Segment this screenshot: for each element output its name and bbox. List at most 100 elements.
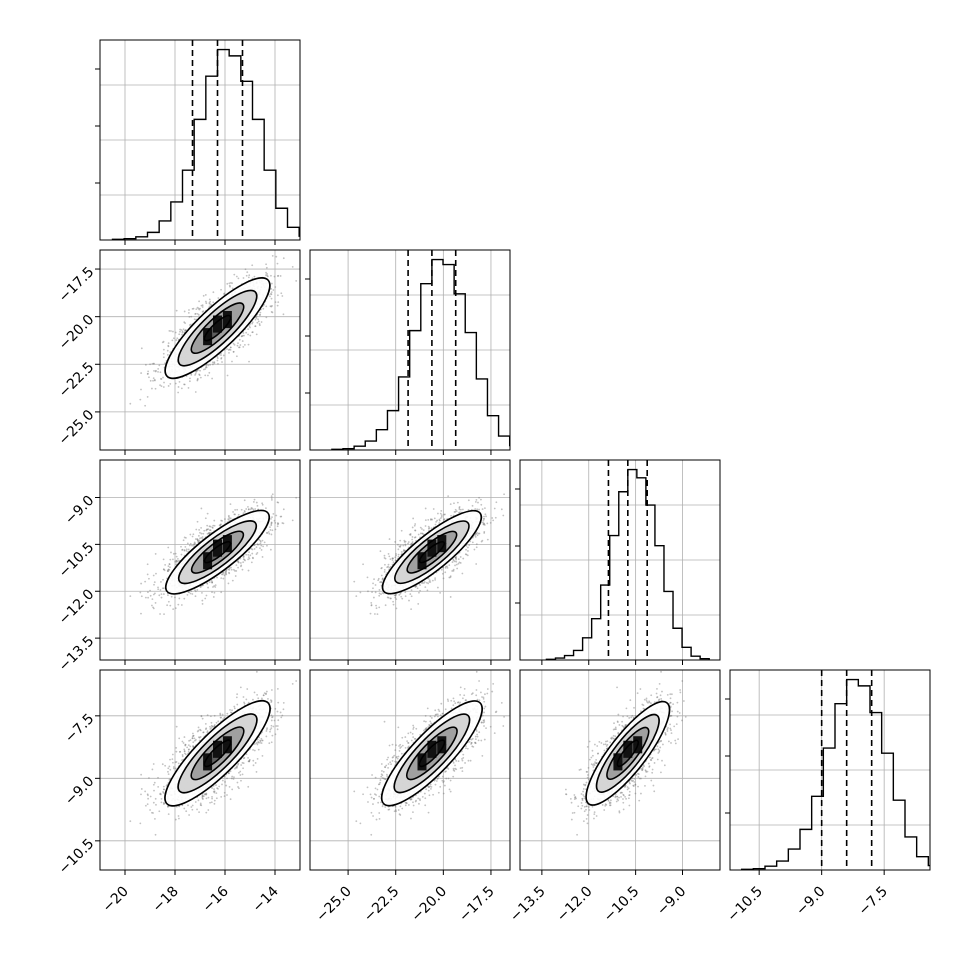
scatter-point: [273, 275, 276, 278]
scatter-point: [211, 581, 214, 584]
scatter-point: [244, 559, 246, 562]
scatter-point: [190, 590, 193, 593]
scatter-point: [265, 266, 268, 269]
scatter-point: [466, 554, 469, 557]
scatter-point: [199, 376, 202, 379]
scatter-point: [228, 519, 231, 521]
scatter-point: [399, 539, 402, 542]
scatter-point: [198, 529, 201, 531]
scatter-point: [436, 586, 439, 589]
scatter-point: [247, 328, 250, 330]
y-tick-label: −17.5: [56, 264, 98, 306]
scatter-point: [248, 274, 251, 277]
scatter-point: [162, 578, 164, 581]
scatter-point: [394, 559, 397, 562]
scatter-point: [271, 255, 274, 257]
scatter-point: [455, 563, 458, 566]
scatter-point: [152, 593, 155, 596]
scatter-point: [219, 523, 222, 526]
scatter-point: [146, 396, 149, 398]
scatter-point: [152, 606, 154, 609]
scatter-point: [295, 496, 298, 499]
scatter-point: [270, 533, 273, 536]
scatter-point: [228, 571, 230, 574]
scatter-point: [162, 593, 165, 595]
scatter-point: [162, 356, 165, 359]
scatter-point: [271, 311, 274, 314]
scatter-point: [424, 586, 427, 589]
density-core: [203, 560, 213, 570]
scatter-point: [168, 330, 171, 332]
scatter-point: [383, 554, 386, 557]
scatter-point: [256, 321, 259, 324]
scatter-point: [139, 398, 142, 401]
scatter-point: [443, 513, 445, 516]
scatter-point: [407, 542, 409, 545]
scatter-point: [276, 522, 279, 524]
scatter-point: [409, 593, 412, 595]
scatter-point: [270, 498, 273, 501]
scatter-point: [200, 526, 202, 529]
scatter-point: [198, 308, 201, 311]
scatter-point: [383, 570, 386, 573]
scatter-point: [204, 517, 207, 520]
scatter-point: [158, 594, 161, 597]
scatter-point: [193, 543, 196, 546]
scatter-point: [227, 518, 230, 521]
scatter-point: [172, 330, 174, 333]
scatter-point: [266, 273, 269, 275]
scatter-point: [190, 373, 193, 376]
scatter-point: [423, 581, 426, 583]
scatter-point: [225, 570, 227, 573]
scatter-point: [152, 362, 155, 365]
scatter-point: [421, 528, 423, 530]
scatter-point: [231, 579, 234, 582]
scatter-point: [237, 277, 240, 280]
scatter-point: [251, 552, 254, 555]
scatter-point: [187, 548, 190, 551]
scatter-point: [401, 597, 404, 600]
scatter-point: [421, 582, 423, 585]
scatter-point: [199, 307, 201, 310]
scatter-point: [447, 495, 450, 498]
scatter-point: [269, 305, 272, 308]
scatter-point: [256, 504, 259, 507]
scatter-point: [259, 547, 261, 550]
scatter-point: [366, 576, 369, 579]
scatter-point: [467, 508, 470, 511]
y-tick-label: −13.5: [56, 633, 98, 675]
scatter-point: [231, 287, 234, 290]
scatter-point: [251, 321, 254, 324]
scatter-point: [242, 332, 245, 334]
scatter-point: [384, 557, 387, 560]
scatter-point: [160, 378, 163, 380]
scatter-point: [195, 528, 198, 531]
scatter-point: [475, 563, 478, 565]
scatter-point: [202, 310, 205, 313]
scatter-point: [162, 340, 165, 343]
scatter-point: [167, 344, 170, 347]
scatter-point: [281, 295, 284, 297]
scatter-point: [455, 510, 458, 513]
scatter-point: [276, 275, 279, 277]
scatter-point: [167, 594, 169, 597]
scatter-point: [207, 528, 210, 531]
scatter-point: [253, 548, 256, 550]
scatter-point: [206, 524, 209, 527]
scatter-point: [147, 372, 149, 375]
scatter-point: [196, 538, 199, 540]
scatter-point: [212, 291, 215, 294]
scatter-point: [410, 543, 413, 546]
scatter-point: [384, 563, 386, 566]
scatter-point: [274, 286, 277, 288]
scatter-point: [194, 312, 197, 315]
scatter-point: [456, 567, 459, 570]
scatter-point: [210, 579, 213, 582]
scatter-point: [376, 613, 379, 616]
scatter-point: [241, 568, 244, 571]
scatter-point: [196, 589, 199, 591]
scatter-point: [187, 387, 190, 389]
scatter-point: [189, 592, 192, 595]
scatter-panel-1-0: −25.0−22.5−20.0−17.5: [56, 249, 301, 455]
scatter-point: [164, 362, 167, 365]
